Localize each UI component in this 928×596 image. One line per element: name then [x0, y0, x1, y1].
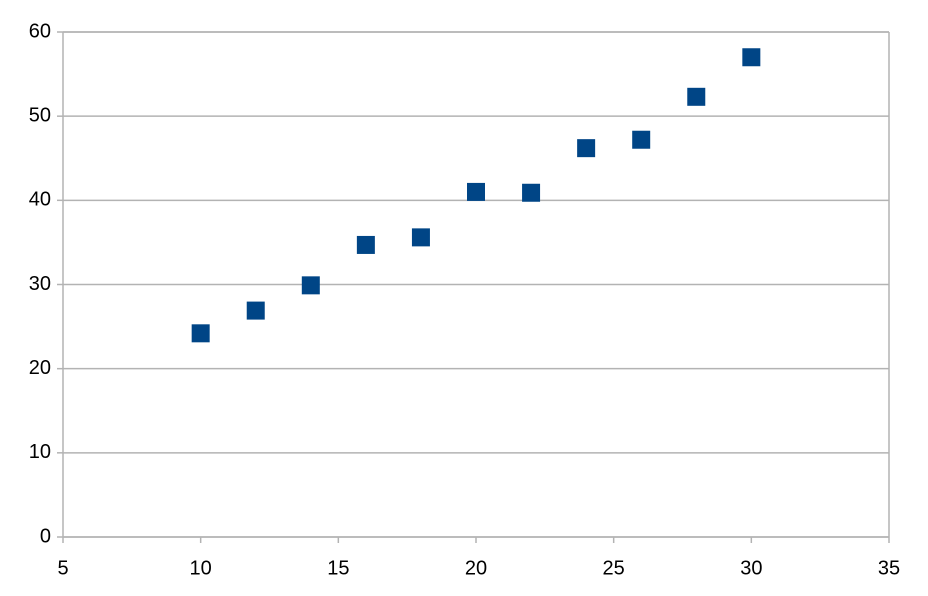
- y-tick-label: 10: [29, 441, 51, 463]
- x-tick-label: 15: [327, 557, 349, 579]
- marker: [632, 130, 651, 149]
- x-tick-label: 30: [740, 557, 762, 579]
- marker: [742, 48, 761, 67]
- marker: [356, 235, 375, 254]
- y-tick-label: 60: [29, 20, 51, 42]
- marker: [301, 276, 320, 295]
- y-tick-label: 40: [29, 189, 51, 211]
- y-tick-label: 30: [29, 273, 51, 295]
- x-tick-label: 5: [57, 557, 68, 579]
- marker: [687, 87, 706, 106]
- x-tick-label: 35: [878, 557, 900, 579]
- marker: [191, 324, 210, 343]
- x-tick-label: 25: [603, 557, 625, 579]
- marker: [467, 182, 485, 201]
- marker: [522, 183, 541, 202]
- x-tick-label: 20: [465, 557, 487, 579]
- marker: [246, 301, 265, 320]
- y-tick-label: 50: [29, 104, 51, 126]
- y-tick-label: 0: [40, 525, 51, 547]
- x-tick-label: 10: [190, 557, 212, 579]
- y-tick-label: 20: [29, 357, 51, 379]
- marker: [577, 139, 596, 158]
- marker: [411, 228, 430, 247]
